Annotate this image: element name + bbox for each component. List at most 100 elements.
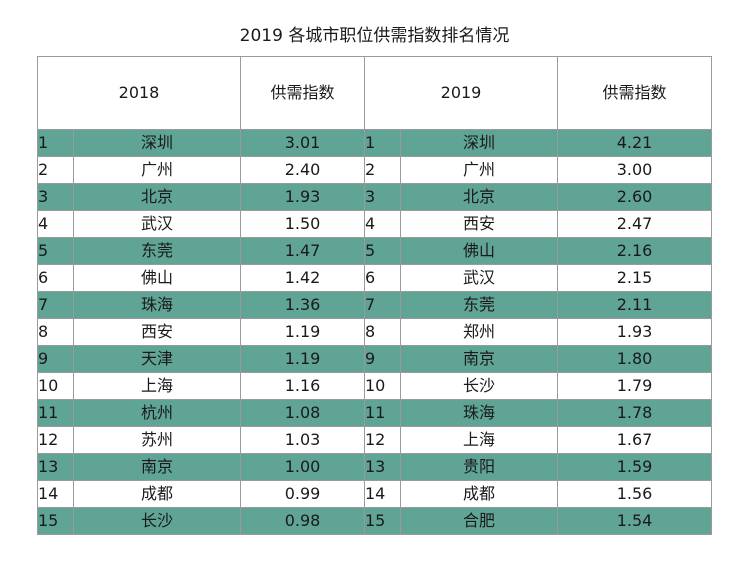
city-2018-cell: 西安 (73, 318, 241, 346)
rank-2019-cell: 14 (364, 480, 401, 508)
index-2019-cell: 1.79 (557, 372, 712, 400)
header-year-2019: 2019 (364, 56, 558, 130)
index-2018-cell: 3.01 (240, 129, 365, 157)
rank-2018-cell: 3 (37, 183, 74, 211)
index-2019-cell: 1.54 (557, 507, 712, 535)
index-2018-cell: 0.99 (240, 480, 365, 508)
city-2018-cell: 深圳 (73, 129, 241, 157)
index-2018-cell: 1.36 (240, 291, 365, 319)
rank-2018-cell: 14 (37, 480, 74, 508)
index-2018-cell: 1.47 (240, 237, 365, 265)
rank-2019-cell: 12 (364, 426, 401, 454)
table-row: 15 长沙 0.98 15 合肥 1.54 (37, 507, 712, 535)
rank-2019-cell: 1 (364, 129, 401, 157)
rank-2019-cell: 7 (364, 291, 401, 319)
rank-2018-cell: 9 (37, 345, 74, 373)
index-2018-cell: 1.93 (240, 183, 365, 211)
table-row: 12 苏州 1.03 12 上海 1.67 (37, 426, 712, 454)
city-2019-cell: 上海 (400, 426, 558, 454)
rank-2018-cell: 12 (37, 426, 74, 454)
city-2019-cell: 贵阳 (400, 453, 558, 481)
table-row: 7 珠海 1.36 7 东莞 2.11 (37, 291, 712, 319)
city-2018-cell: 杭州 (73, 399, 241, 427)
index-2018-cell: 1.08 (240, 399, 365, 427)
table-row: 14 成都 0.99 14 成都 1.56 (37, 480, 712, 508)
ranking-table: 2018 供需指数 2019 供需指数 1 深圳 3.01 1 深圳 4.21 2 广州 2.4… (37, 56, 712, 535)
index-2019-cell: 1.78 (557, 399, 712, 427)
rank-2018-cell: 2 (37, 156, 74, 184)
index-2019-cell: 2.15 (557, 264, 712, 292)
rank-2019-cell: 11 (364, 399, 401, 427)
city-2019-cell: 深圳 (400, 129, 558, 157)
rank-2018-cell: 5 (37, 237, 74, 265)
city-2019-cell: 合肥 (400, 507, 558, 535)
rank-2019-cell: 10 (364, 372, 401, 400)
index-2018-cell: 1.16 (240, 372, 365, 400)
index-2018-cell: 1.50 (240, 210, 365, 238)
table-row: 4 武汉 1.50 4 西安 2.47 (37, 210, 712, 238)
rank-2018-cell: 1 (37, 129, 74, 157)
index-2019-cell: 2.47 (557, 210, 712, 238)
index-2019-cell: 1.56 (557, 480, 712, 508)
header-index-2019: 供需指数 (557, 56, 712, 130)
header-index-2018: 供需指数 (240, 56, 365, 130)
index-2019-cell: 1.59 (557, 453, 712, 481)
rank-2018-cell: 13 (37, 453, 74, 481)
rank-2019-cell: 8 (364, 318, 401, 346)
index-2018-cell: 1.03 (240, 426, 365, 454)
index-2018-cell: 1.42 (240, 264, 365, 292)
rank-2018-cell: 15 (37, 507, 74, 535)
rank-2018-cell: 6 (37, 264, 74, 292)
table-row: 13 南京 1.00 13 贵阳 1.59 (37, 453, 712, 481)
table-body: 1 深圳 3.01 1 深圳 4.21 2 广州 2.40 2 广州 3.00 3 北京 1.93 3 北京 2.… (37, 129, 712, 535)
rank-2019-cell: 4 (364, 210, 401, 238)
table-row: 10 上海 1.16 10 长沙 1.79 (37, 372, 712, 400)
city-2019-cell: 西安 (400, 210, 558, 238)
rank-2019-cell: 13 (364, 453, 401, 481)
city-2018-cell: 佛山 (73, 264, 241, 292)
index-2019-cell: 2.11 (557, 291, 712, 319)
rank-2018-cell: 4 (37, 210, 74, 238)
index-2018-cell: 2.40 (240, 156, 365, 184)
rank-2018-cell: 10 (37, 372, 74, 400)
rank-2019-cell: 9 (364, 345, 401, 373)
index-2019-cell: 1.67 (557, 426, 712, 454)
rank-2019-cell: 6 (364, 264, 401, 292)
index-2018-cell: 1.19 (240, 345, 365, 373)
city-2019-cell: 武汉 (400, 264, 558, 292)
table-row: 6 佛山 1.42 6 武汉 2.15 (37, 264, 712, 292)
rank-2019-cell: 2 (364, 156, 401, 184)
city-2019-cell: 东莞 (400, 291, 558, 319)
rank-2018-cell: 7 (37, 291, 74, 319)
city-2018-cell: 苏州 (73, 426, 241, 454)
rank-2019-cell: 15 (364, 507, 401, 535)
index-2019-cell: 3.00 (557, 156, 712, 184)
index-2018-cell: 1.00 (240, 453, 365, 481)
city-2019-cell: 长沙 (400, 372, 558, 400)
index-2019-cell: 2.16 (557, 237, 712, 265)
table-row: 8 西安 1.19 8 郑州 1.93 (37, 318, 712, 346)
city-2019-cell: 北京 (400, 183, 558, 211)
city-2018-cell: 上海 (73, 372, 241, 400)
header-row: 2018 供需指数 2019 供需指数 (37, 56, 712, 130)
city-2018-cell: 成都 (73, 480, 241, 508)
city-2018-cell: 长沙 (73, 507, 241, 535)
table-row: 1 深圳 3.01 1 深圳 4.21 (37, 129, 712, 157)
header-year-2018: 2018 (37, 56, 241, 130)
rank-2019-cell: 3 (364, 183, 401, 211)
table-row: 11 杭州 1.08 11 珠海 1.78 (37, 399, 712, 427)
table-row: 2 广州 2.40 2 广州 3.00 (37, 156, 712, 184)
index-2019-cell: 4.21 (557, 129, 712, 157)
city-2018-cell: 南京 (73, 453, 241, 481)
table-row: 9 天津 1.19 9 南京 1.80 (37, 345, 712, 373)
table-header: 2018 供需指数 2019 供需指数 (37, 56, 712, 130)
index-2018-cell: 1.19 (240, 318, 365, 346)
city-2019-cell: 广州 (400, 156, 558, 184)
table-row: 3 北京 1.93 3 北京 2.60 (37, 183, 712, 211)
index-2019-cell: 1.80 (557, 345, 712, 373)
city-2019-cell: 南京 (400, 345, 558, 373)
city-2018-cell: 武汉 (73, 210, 241, 238)
city-2018-cell: 北京 (73, 183, 241, 211)
page-title: 2019 各城市职位供需指数排名情况 (239, 26, 510, 46)
city-2019-cell: 郑州 (400, 318, 558, 346)
